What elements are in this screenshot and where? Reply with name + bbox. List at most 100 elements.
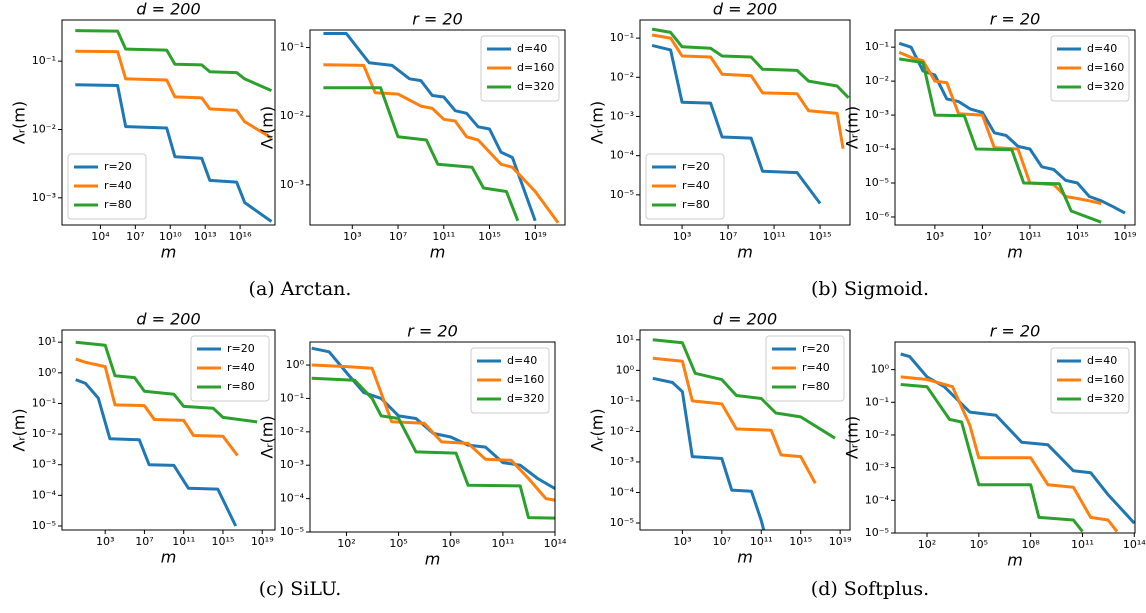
legend-label: d=160 xyxy=(507,373,544,386)
x-tick-label: 10⁷ xyxy=(713,535,731,548)
y-tick-label: 10⁻² xyxy=(32,122,56,135)
x-tick-label: 10¹¹ xyxy=(763,230,786,243)
x-tick-label: 10¹⁰ xyxy=(159,230,182,243)
legend: r=20r=40r=80 xyxy=(68,154,146,219)
y-tick-label: 10⁻¹ xyxy=(610,31,634,44)
y-tick-label: 10⁻² xyxy=(865,74,889,87)
x-tick-label: 10⁷ xyxy=(126,230,144,243)
legend-label: r=80 xyxy=(682,198,710,211)
x-tick-label: 10⁴ xyxy=(91,230,110,243)
chart-title: r = 20 xyxy=(407,322,458,341)
x-axis-label: m xyxy=(425,550,441,569)
y-tick-label: 10⁻³ xyxy=(610,455,634,468)
legend-label: d=40 xyxy=(1087,42,1117,55)
y-tick-label: 10¹ xyxy=(616,333,634,346)
y-tick-label: 10⁻² xyxy=(32,427,56,440)
y-axis-label: Λᵣ(m) xyxy=(258,106,277,149)
y-axis-label: Λᵣ(m) xyxy=(258,415,277,458)
x-tick-label: 10¹⁹ xyxy=(1114,230,1137,243)
x-tick-label: 10¹⁹ xyxy=(251,535,274,548)
y-tick-label: 10⁻² xyxy=(280,109,304,122)
series-line xyxy=(76,380,236,526)
y-tick-label: 10⁻³ xyxy=(32,191,56,204)
x-tick-label: 10¹¹ xyxy=(432,230,455,243)
legend-label: r=20 xyxy=(227,342,255,355)
y-tick-label: 10⁻⁴ xyxy=(280,492,305,505)
legend-label: d=40 xyxy=(1087,354,1117,367)
y-tick-label: 10⁻⁴ xyxy=(865,493,890,506)
chart-title: r = 20 xyxy=(990,10,1041,29)
legend-label: d=320 xyxy=(1087,80,1124,93)
x-tick-label: 10² xyxy=(918,538,936,551)
legend-label: d=320 xyxy=(507,392,544,405)
x-tick-label: 10⁸ xyxy=(442,537,461,550)
legend-label: r=20 xyxy=(802,342,830,355)
y-tick-label: 10⁻¹ xyxy=(32,396,56,409)
x-tick-label: 10⁷ xyxy=(973,230,991,243)
y-tick-label: 10⁻³ xyxy=(280,178,304,191)
chart-title: d = 200 xyxy=(713,310,777,329)
y-tick-label: 10⁻⁴ xyxy=(610,149,635,162)
x-axis-label: m xyxy=(737,548,753,567)
series-line xyxy=(323,88,517,221)
x-tick-label: 10¹¹ xyxy=(172,535,195,548)
y-axis-label: Λᵣ(m) xyxy=(843,106,862,149)
y-tick-label: 10⁻⁵ xyxy=(865,526,889,539)
y-tick-label: 10⁻⁴ xyxy=(610,485,635,498)
y-axis-label: Λᵣ(m) xyxy=(843,416,862,459)
x-axis-label: m xyxy=(161,548,177,567)
y-tick-label: 10⁰ xyxy=(871,363,890,376)
x-axis-label: m xyxy=(737,243,753,262)
y-tick-label: 10⁻¹ xyxy=(865,395,889,408)
y-tick-label: 10⁻³ xyxy=(610,109,634,122)
x-tick-label: 10³ xyxy=(673,535,691,548)
x-tick-label: 10¹⁹ xyxy=(829,535,852,548)
legend-label: d=40 xyxy=(507,354,537,367)
y-tick-label: 10⁻⁵ xyxy=(280,525,304,538)
y-tick-label: 10⁻¹ xyxy=(280,41,304,54)
legend-label: r=40 xyxy=(227,361,255,374)
legend-label: r=20 xyxy=(104,160,132,173)
y-axis-label: Λᵣ(m) xyxy=(588,101,607,144)
legend-label: r=20 xyxy=(682,160,710,173)
x-tick-label: 10¹¹ xyxy=(1019,230,1042,243)
y-tick-label: 10⁰ xyxy=(616,363,635,376)
y-axis-label: Λᵣ(m) xyxy=(588,408,607,451)
x-tick-label: 10¹⁴ xyxy=(544,537,567,550)
y-tick-label: 10⁻² xyxy=(610,424,634,437)
legend-label: r=40 xyxy=(104,179,132,192)
y-tick-label: 10⁻³ xyxy=(865,461,889,474)
y-tick-label: 10⁻¹ xyxy=(610,394,634,407)
y-tick-label: 10⁻² xyxy=(865,428,889,441)
y-tick-label: 10⁰ xyxy=(38,366,57,379)
y-tick-label: 10⁻¹ xyxy=(280,391,304,404)
x-axis-label: m xyxy=(1007,243,1023,262)
legend-label: r=40 xyxy=(682,179,710,192)
y-tick-label: 10⁻⁴ xyxy=(32,488,57,501)
legend-label: d=40 xyxy=(517,42,547,55)
legend: d=40 d=160 d=320 xyxy=(471,348,549,413)
x-axis-label: m xyxy=(430,243,446,262)
x-tick-label: 10¹⁵ xyxy=(212,535,235,548)
x-tick-label: 10¹⁵ xyxy=(478,230,501,243)
y-tick-label: 10⁻³ xyxy=(280,458,304,471)
y-tick-label: 10¹ xyxy=(38,335,56,348)
x-tick-label: 10² xyxy=(337,537,355,550)
y-tick-label: 10⁻² xyxy=(610,70,634,83)
caption: (a) Arctan. xyxy=(249,278,352,300)
x-tick-label: 10¹⁵ xyxy=(789,535,812,548)
caption: (c) SiLU. xyxy=(259,578,342,600)
x-tick-label: 10¹⁶ xyxy=(229,230,252,243)
chart-title: d = 200 xyxy=(713,0,777,19)
y-tick-label: 10⁻⁶ xyxy=(865,210,890,223)
y-tick-label: 10⁻⁵ xyxy=(32,519,56,532)
